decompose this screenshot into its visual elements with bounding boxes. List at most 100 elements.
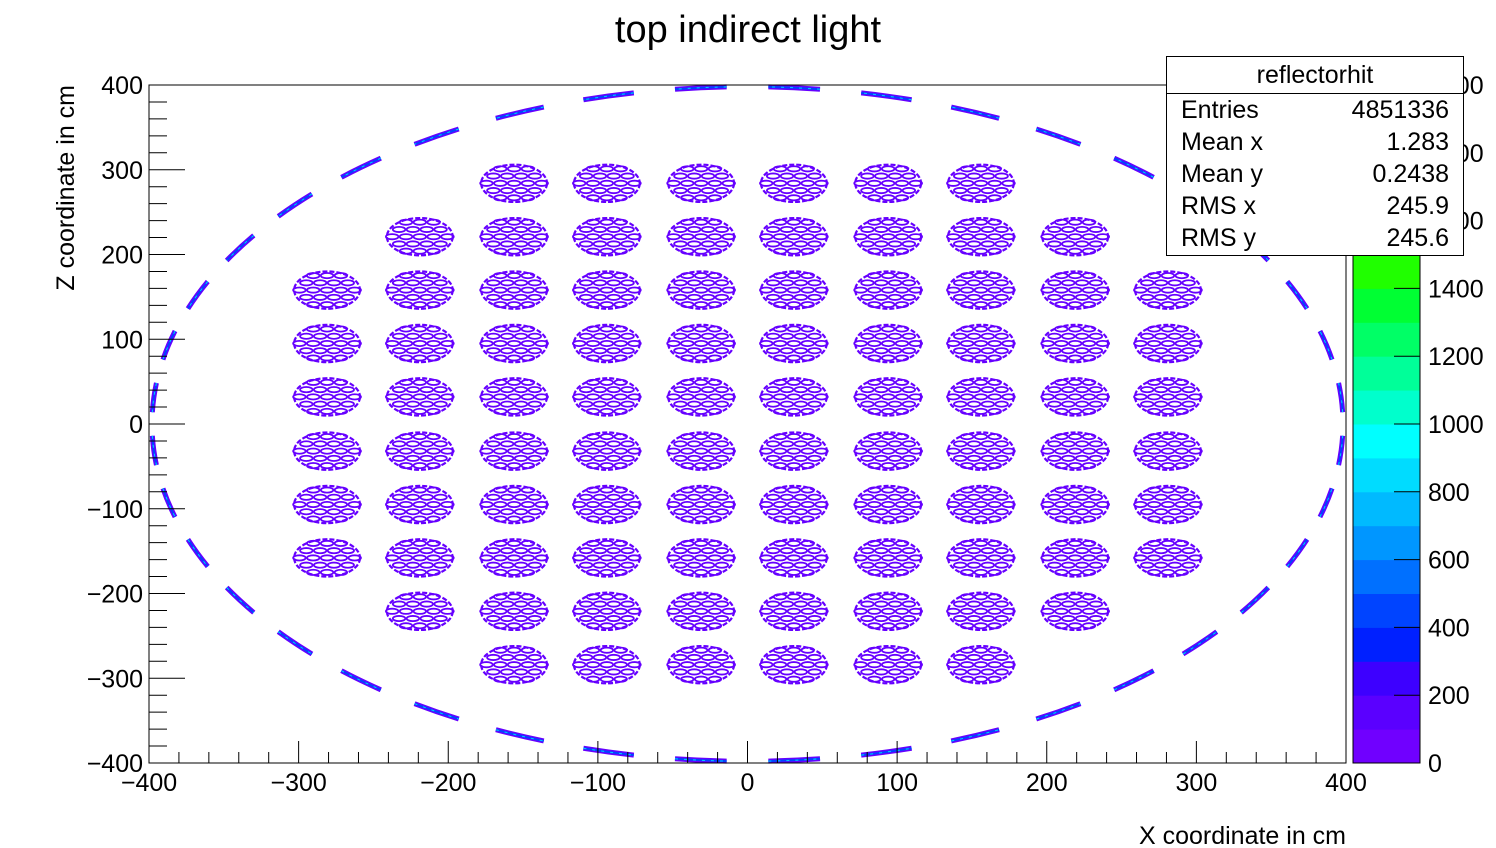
- pmt-inner-ring: [426, 554, 441, 562]
- pmt-inner-ring: [506, 675, 522, 683]
- pmt-inner-ring: [772, 501, 788, 509]
- pmt-inner-ring: [479, 286, 494, 294]
- pmt-inner-ring: [966, 400, 982, 408]
- pmt-inner-ring: [1095, 233, 1110, 241]
- pmt-inner-ring: [419, 386, 434, 394]
- pmt-inner-ring: [1068, 301, 1083, 309]
- pmt-inner-ring: [853, 554, 868, 562]
- pmt-inner-ring: [398, 622, 414, 630]
- pmt-inner-ring: [673, 172, 688, 180]
- pmt-hit-cluster: [1040, 538, 1110, 578]
- pmt-inner-ring: [894, 593, 910, 601]
- pmt-inner-ring: [772, 179, 788, 187]
- pmt-inner-ring: [966, 653, 982, 661]
- pmt-inner-ring: [391, 332, 407, 340]
- pmt-inner-ring: [500, 561, 515, 569]
- pmt-inner-ring: [312, 347, 328, 355]
- pmt-inner-ring: [627, 286, 642, 294]
- pmt-inner-ring: [319, 515, 335, 523]
- pmt-outline: [385, 270, 454, 310]
- pmt-inner-ring: [1054, 339, 1069, 347]
- pmt-inner-ring: [765, 279, 781, 287]
- pmt-inner-ring: [680, 179, 695, 187]
- pmt-inner-ring: [765, 561, 781, 569]
- pmt-inner-ring: [1181, 454, 1196, 462]
- pmt-inner-ring: [606, 547, 621, 555]
- pmt-inner-ring: [687, 440, 702, 448]
- pmt-outline: [385, 538, 454, 578]
- rim-hit-segment: [1317, 487, 1335, 519]
- pmt-inner-ring: [1160, 393, 1176, 401]
- pmt-inner-ring: [426, 462, 441, 470]
- pmt-inner-ring: [994, 187, 1009, 195]
- pmt-inner-ring: [506, 233, 522, 241]
- pmt-inner-ring: [513, 279, 529, 287]
- pmt-inner-ring: [867, 393, 882, 401]
- pmt-inner-ring: [807, 332, 822, 340]
- pmt-inner-ring: [493, 447, 508, 455]
- pmt-inner-ring: [953, 293, 968, 301]
- pmt-inner-ring: [867, 165, 882, 173]
- pmt-inner-ring: [959, 247, 975, 255]
- pmt-inner-ring: [880, 433, 896, 441]
- rim-arc-hot: [341, 670, 382, 691]
- pmt-inner-ring: [1081, 354, 1097, 362]
- pmt-inner-ring: [786, 554, 802, 562]
- pmt-inner-ring: [707, 339, 723, 347]
- pmt-inner-ring: [292, 554, 307, 562]
- pmt-inner-ring: [506, 247, 522, 255]
- pmt-inner-ring: [333, 378, 349, 386]
- pmt-inner-ring: [385, 339, 400, 347]
- pmt-inner-ring: [627, 393, 642, 401]
- pmt-inner-ring: [946, 501, 961, 509]
- pmt-inner-ring: [1068, 339, 1083, 347]
- pmt-hit-cluster: [1133, 377, 1203, 417]
- pmt-inner-ring: [426, 486, 441, 494]
- pmt-inner-ring: [479, 393, 494, 401]
- pmt-inner-ring: [319, 568, 335, 576]
- pmt-inner-ring: [405, 240, 421, 248]
- pmt-inner-ring: [807, 561, 822, 569]
- pmt-inner-ring: [391, 293, 407, 301]
- pmt-inner-ring: [874, 347, 889, 355]
- pmt-inner-ring: [1081, 447, 1097, 455]
- pmt-inner-ring: [391, 615, 407, 623]
- pmt-inner-ring: [772, 539, 788, 547]
- pmt-inner-ring: [419, 347, 434, 355]
- pmt-inner-ring: [1181, 386, 1196, 394]
- pmt-inner-ring: [312, 386, 328, 394]
- pmt-inner-ring: [412, 247, 427, 255]
- pmt-outline: [1133, 538, 1202, 578]
- pmt-inner-ring: [901, 279, 917, 287]
- rim-hit-segment: [185, 279, 210, 310]
- pmt-inner-ring: [973, 378, 989, 386]
- pmt-inner-ring: [894, 272, 910, 280]
- pmt-inner-ring: [880, 607, 896, 615]
- pmt-inner-ring: [592, 493, 608, 501]
- pmt-inner-ring: [901, 600, 917, 608]
- pmt-outline: [946, 216, 1015, 257]
- pmt-inner-ring: [479, 339, 494, 347]
- pmt-inner-ring: [973, 407, 989, 415]
- pmt-hit-cluster: [666, 431, 736, 471]
- pmt-inner-ring: [1095, 339, 1110, 347]
- pmt-inner-ring: [1095, 393, 1110, 401]
- pmt-inner-ring: [585, 272, 601, 280]
- pmt-inner-ring: [987, 407, 1002, 415]
- pmt-inner-ring: [786, 539, 802, 547]
- rim-arc-hot: [495, 106, 544, 119]
- pmt-inner-ring: [880, 354, 896, 362]
- rim-arc-hot: [151, 435, 157, 466]
- pmt-inner-ring: [1001, 179, 1016, 187]
- pmt-inner-ring: [299, 332, 314, 340]
- pmt-inner-ring: [1088, 279, 1104, 287]
- pmt-hit-cluster: [853, 591, 923, 632]
- pmt-inner-ring: [714, 172, 730, 180]
- pmt-hit-cluster: [479, 270, 549, 310]
- pmt-inner-ring: [333, 433, 349, 441]
- pmt-inner-ring: [585, 622, 601, 630]
- pmt-inner-ring: [693, 407, 709, 415]
- colorbar-bin: [1353, 525, 1420, 561]
- pmt-inner-ring: [506, 339, 522, 347]
- pmt-inner-ring: [412, 593, 427, 601]
